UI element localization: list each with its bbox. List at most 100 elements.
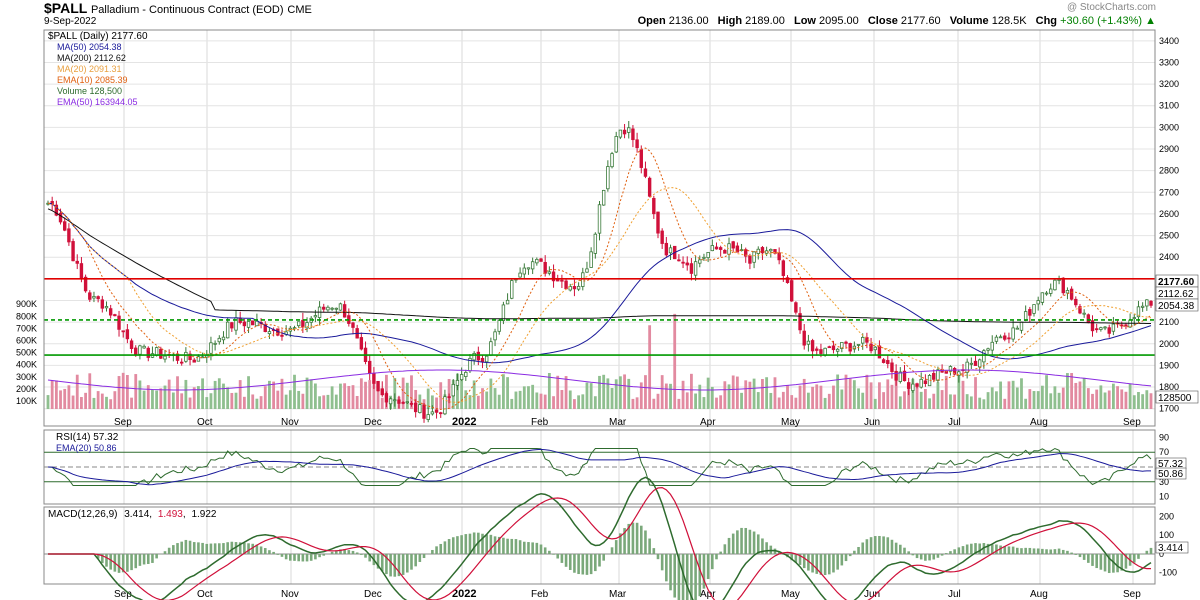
volume-bar xyxy=(836,374,840,409)
candle-body xyxy=(1040,292,1045,303)
price-candles xyxy=(46,121,1153,423)
month-label-bottom: Jul xyxy=(948,589,961,600)
volume-bar xyxy=(1132,395,1136,409)
macd-histogram-bar xyxy=(1074,553,1078,555)
candle-body xyxy=(138,345,142,355)
macd-histogram-bar xyxy=(694,553,697,600)
macd-histogram-bar xyxy=(297,553,300,562)
volume-bar xyxy=(1011,380,1015,409)
volume-bar xyxy=(322,395,326,409)
macd-histogram-bar xyxy=(890,539,894,554)
volume-bar xyxy=(840,389,844,409)
macd-histogram-bar xyxy=(752,531,756,554)
volume-bar xyxy=(748,381,752,409)
volume-bar xyxy=(63,388,67,409)
volume-bar xyxy=(485,391,489,409)
macd-histogram-bar xyxy=(882,536,885,554)
candle-body xyxy=(848,343,852,352)
macd-histogram-bar xyxy=(802,553,806,569)
macd-histogram-bar xyxy=(848,553,852,557)
candle-body xyxy=(301,319,305,328)
macd-histogram-bar xyxy=(535,542,539,554)
volume-bar xyxy=(1040,385,1044,409)
candle-body xyxy=(447,396,451,399)
candle-body xyxy=(576,285,581,290)
volume-bar xyxy=(418,394,422,409)
volume-bar xyxy=(197,386,200,409)
volume-bar xyxy=(410,375,413,409)
macd-histogram-bar xyxy=(623,528,626,554)
volume-bar xyxy=(460,379,464,409)
macd-histogram-bar xyxy=(1024,547,1027,554)
macd-tick-label: 0 xyxy=(1159,549,1164,559)
volume-bar xyxy=(936,382,940,409)
candle-body xyxy=(75,260,79,264)
macd-histogram-bar xyxy=(940,553,944,556)
candle-body xyxy=(134,347,138,356)
macd-histogram-bar xyxy=(886,537,890,554)
candle-body xyxy=(388,398,393,405)
moving-averages xyxy=(47,147,1152,411)
volume-bar xyxy=(593,396,597,409)
volume-bar xyxy=(364,381,367,409)
volume-bar xyxy=(134,374,138,409)
volume-bar xyxy=(522,386,526,409)
last-value-box xyxy=(1155,390,1199,404)
candle-body xyxy=(1099,327,1103,330)
volume-bar xyxy=(995,391,998,409)
volume-bar xyxy=(1120,389,1124,409)
last-value-box xyxy=(1155,298,1199,312)
candle-body xyxy=(606,166,610,190)
price-tick-label: 3200 xyxy=(1159,79,1179,89)
volume-bar xyxy=(731,375,735,409)
candle-body xyxy=(1086,314,1091,323)
candle-body xyxy=(401,401,405,404)
candle-body xyxy=(63,221,67,231)
volume-bar xyxy=(882,392,886,409)
volume-bar xyxy=(761,379,764,409)
macd-histogram-bar xyxy=(936,553,940,558)
legend-main: $PALL (Daily) 2177.60 xyxy=(48,31,148,42)
volume-bar xyxy=(117,376,121,409)
volume-bar xyxy=(631,398,635,409)
macd-histogram-bar xyxy=(1116,553,1119,573)
volume-bar xyxy=(142,390,146,409)
volume-bar xyxy=(606,378,610,409)
candle-body xyxy=(92,296,96,299)
candle-body xyxy=(526,267,531,270)
candle-body xyxy=(397,399,401,404)
rsi-tick-label: 90 xyxy=(1159,432,1169,442)
candle-body xyxy=(593,233,598,254)
candle-body xyxy=(585,268,589,273)
candle-body xyxy=(877,345,882,359)
volume-bar xyxy=(953,394,957,409)
volume-bar xyxy=(222,383,225,409)
volume-bar xyxy=(247,376,250,409)
candle-body xyxy=(409,402,414,405)
macd-histogram-bar xyxy=(180,541,183,554)
volume-bar xyxy=(355,395,359,409)
month-label: Apr xyxy=(700,417,716,428)
month-label-bottom: 2022 xyxy=(452,588,476,600)
volume-bar xyxy=(163,385,167,409)
macd-histogram-bar xyxy=(96,553,100,559)
volume-tick-label: 100K xyxy=(16,396,37,406)
macd-histogram-bar xyxy=(999,545,1002,554)
candle-body xyxy=(163,355,167,360)
macd-histogram-bar xyxy=(506,538,509,554)
volume-bar xyxy=(1116,386,1119,409)
macd-histogram-bar xyxy=(343,549,346,554)
macd-histogram-bar xyxy=(447,539,451,554)
candle-body xyxy=(54,204,59,216)
volume-bar xyxy=(176,376,179,409)
volume-bar xyxy=(155,390,159,409)
candle-body xyxy=(338,303,343,311)
ma50-line xyxy=(47,202,1152,364)
volume-bar xyxy=(677,398,681,409)
macd-histogram-bar xyxy=(711,553,714,570)
volume-bar xyxy=(861,392,865,409)
volume-bar xyxy=(999,381,1002,409)
candle-body xyxy=(1074,298,1078,306)
candle-body xyxy=(96,296,100,300)
candle-body xyxy=(769,248,773,252)
